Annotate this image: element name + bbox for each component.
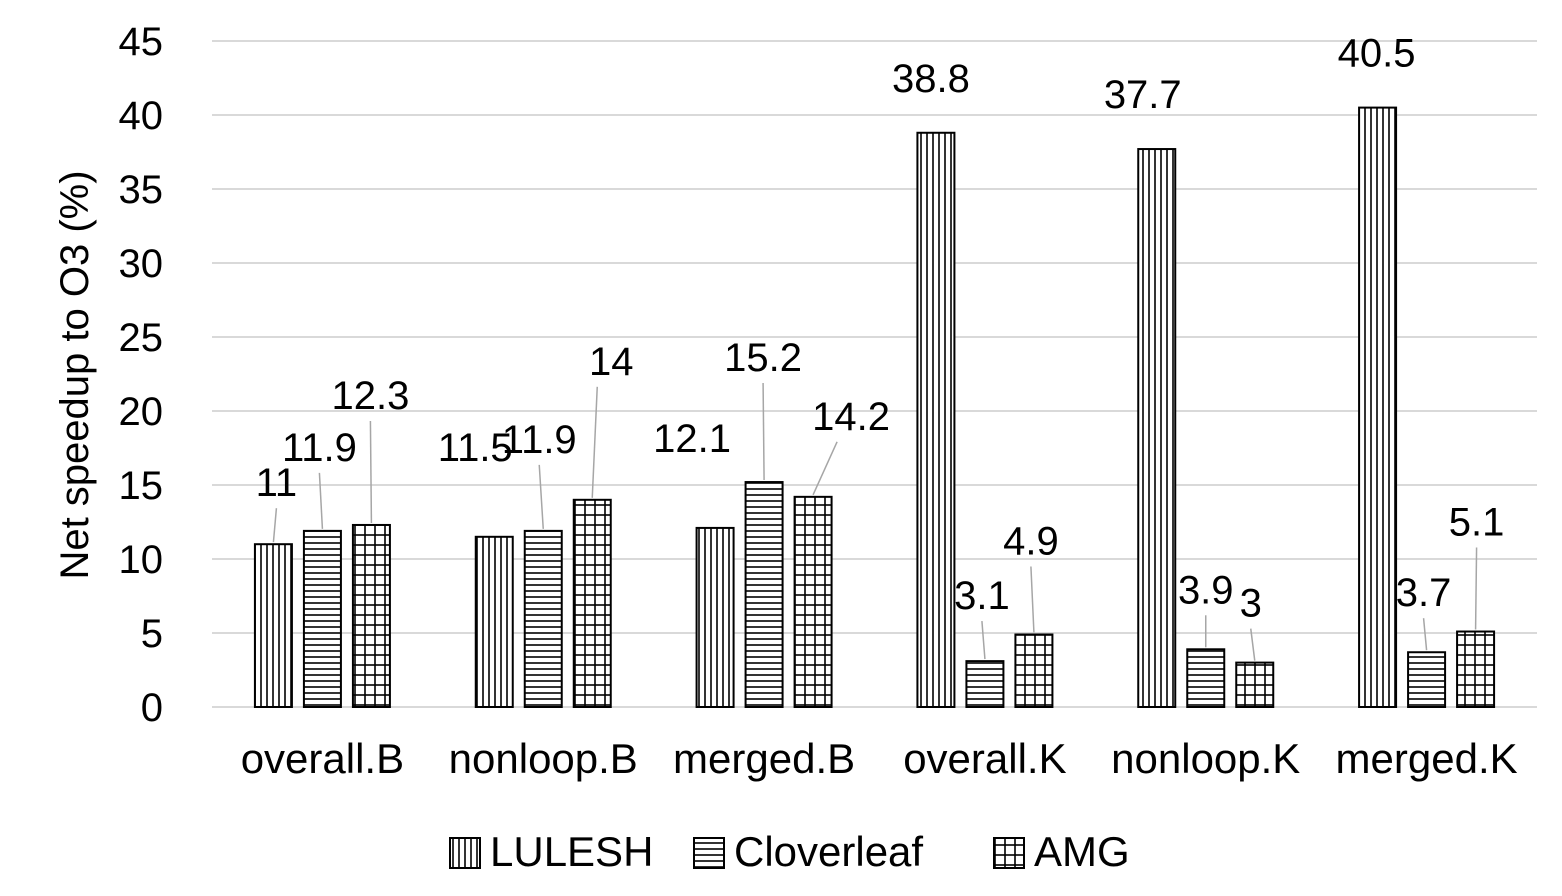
legend-swatch-lulesh	[449, 837, 481, 869]
bar-cloverleaf-merged-B	[744, 481, 784, 709]
data-label-lulesh-merged-K: 40.5	[1338, 32, 1416, 76]
legend-label-cloverleaf: Cloverleaf	[734, 828, 923, 875]
data-label-amg-overall-K: 4.9	[1003, 519, 1059, 563]
bar-amg-nonloop-B	[572, 498, 612, 708]
legend: LULESH Cloverleaf AMG	[449, 828, 1130, 875]
bar-cloverleaf-overall-K	[965, 660, 1005, 708]
y-axis-title: Net speedup to O3 (%)	[53, 170, 97, 579]
leader-line	[538, 464, 544, 529]
x-axis-category-labels: overall.B nonloop.B merged.B overall.K nonlo…	[241, 735, 1518, 782]
leader-line	[1422, 618, 1428, 651]
x-category-label: overall.K	[903, 735, 1066, 782]
leader-line	[1474, 547, 1478, 630]
bar-lulesh-overall-K	[916, 131, 956, 708]
data-label-cloverleaf-nonloop-B: 11.9	[502, 418, 577, 462]
y-tick-label: 45	[119, 20, 164, 64]
data-label-cloverleaf-nonloop-K: 3.9	[1178, 568, 1234, 612]
legend-label-amg: AMG	[1034, 828, 1130, 875]
y-tick-label: 40	[119, 94, 164, 138]
data-label-amg-nonloop-B: 14	[589, 340, 634, 384]
data-label-amg-merged-K: 5.1	[1449, 501, 1505, 545]
bar-cloverleaf-nonloop-B	[523, 529, 563, 708]
bar-lulesh-nonloop-K	[1137, 148, 1177, 709]
leader-line	[318, 472, 324, 529]
data-label-lulesh-overall-B: 11	[256, 461, 298, 505]
data-label-cloverleaf-overall-B: 11.9	[282, 426, 357, 470]
y-tick-label: 25	[119, 316, 164, 360]
x-category-label: nonloop.K	[1111, 735, 1300, 782]
data-label-cloverleaf-merged-B: 15.2	[724, 336, 802, 380]
legend-label-lulesh: LULESH	[490, 828, 653, 875]
y-tick-label: 30	[119, 242, 164, 286]
data-label-lulesh-merged-B: 12.1	[653, 417, 731, 461]
data-label-cloverleaf-merged-K: 3.7	[1396, 571, 1452, 615]
leader-line	[981, 621, 986, 660]
y-tick-label: 35	[119, 168, 164, 212]
data-label-amg-merged-B: 14.2	[812, 395, 890, 439]
y-tick-label: 15	[119, 464, 164, 508]
bar-lulesh-nonloop-B	[474, 535, 514, 708]
data-label-lulesh-nonloop-B: 11.5	[438, 426, 513, 470]
leader-line	[1250, 628, 1256, 661]
y-axis-tick-labels: 0 5 10 15 20 25 30 35 40 45	[119, 20, 164, 730]
x-category-label: merged.B	[673, 735, 855, 782]
bar-cloverleaf-nonloop-K	[1186, 648, 1226, 709]
leader-line	[1030, 566, 1035, 633]
data-label-amg-overall-B: 12.3	[331, 374, 409, 418]
bar-amg-overall-K	[1014, 633, 1054, 708]
data-labels: 1111.912.311.511.91412.115.214.238.83.14…	[256, 32, 1505, 626]
bar-lulesh-merged-B	[695, 526, 735, 708]
label-leader-lines	[272, 383, 1478, 661]
data-label-cloverleaf-overall-K: 3.1	[954, 574, 1010, 618]
bar-cloverleaf-overall-B	[302, 529, 342, 708]
bars	[253, 106, 1496, 709]
bar-amg-nonloop-K	[1235, 661, 1275, 708]
bar-lulesh-merged-K	[1358, 106, 1398, 709]
bar-lulesh-overall-B	[253, 543, 293, 709]
y-tick-label: 20	[119, 390, 164, 434]
y-tick-label: 0	[141, 686, 163, 730]
y-tick-label: 10	[119, 538, 164, 582]
bar-amg-merged-B	[793, 495, 833, 708]
x-category-label: nonloop.B	[449, 735, 638, 782]
bar-amg-merged-K	[1456, 630, 1496, 709]
leader-line	[812, 441, 838, 496]
bar-cloverleaf-merged-K	[1407, 651, 1447, 708]
legend-swatch-cloverleaf	[693, 837, 725, 869]
gridlines	[212, 40, 1537, 708]
leader-line	[272, 508, 278, 543]
data-label-amg-nonloop-K: 3	[1240, 582, 1262, 626]
x-category-label: merged.K	[1336, 735, 1518, 782]
legend-swatch-amg	[993, 837, 1025, 869]
data-label-lulesh-overall-K: 38.8	[892, 57, 970, 101]
x-category-label: overall.B	[241, 735, 404, 782]
data-label-lulesh-nonloop-K: 37.7	[1104, 73, 1182, 117]
leader-line	[591, 386, 598, 498]
y-tick-label: 5	[141, 612, 163, 656]
leader-line	[762, 383, 765, 481]
leader-line	[369, 420, 373, 523]
bar-amg-overall-B	[351, 523, 391, 709]
